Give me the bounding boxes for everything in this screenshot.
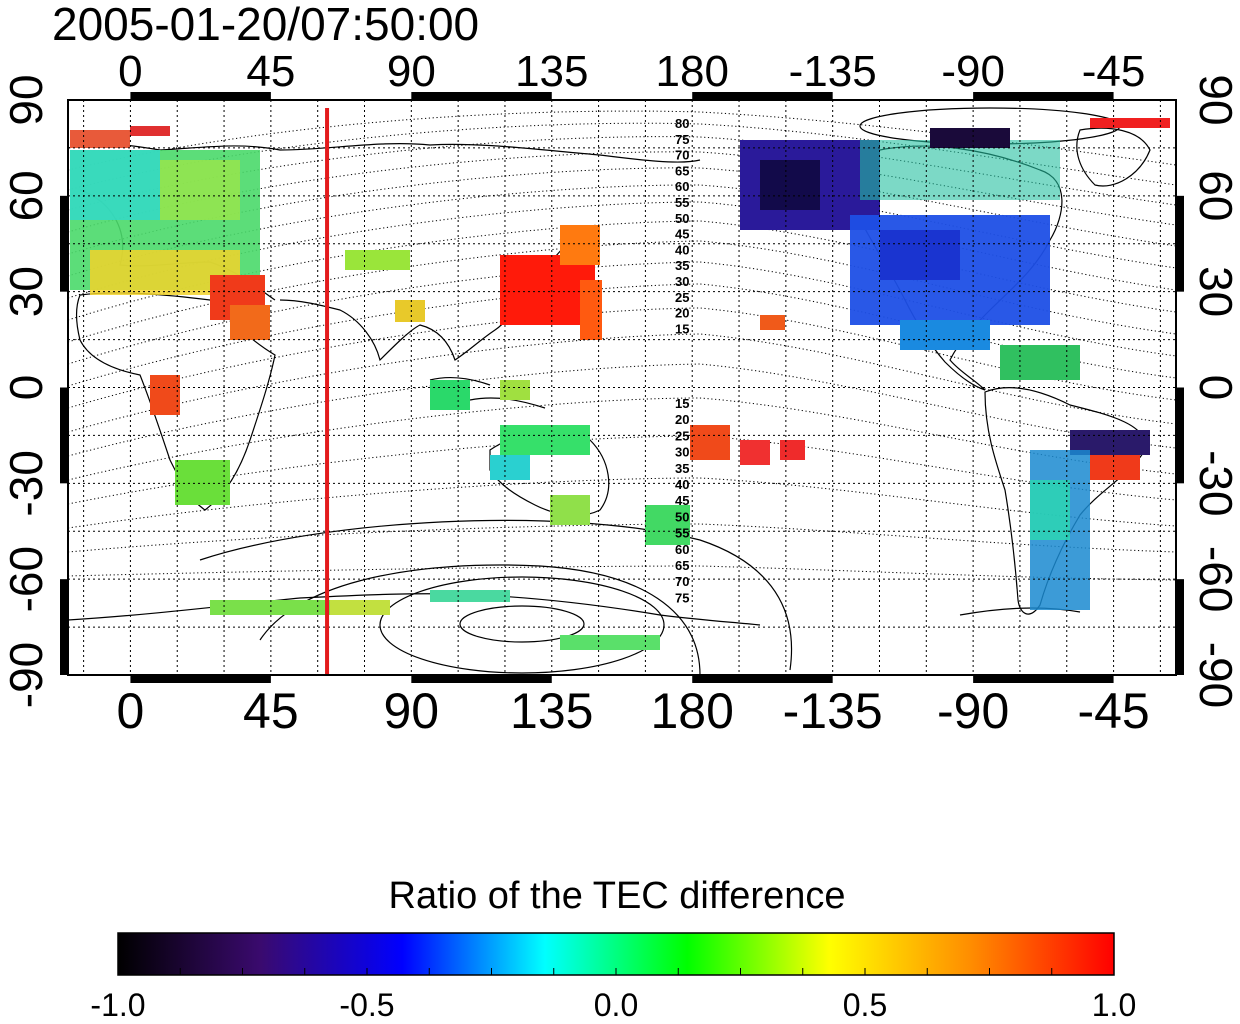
lat-tick-label-left: -90 xyxy=(0,642,52,708)
contour-label: 35 xyxy=(675,461,689,476)
axis-band-left xyxy=(60,195,68,292)
colorbar-tick-label: -0.5 xyxy=(339,987,394,1023)
axis-band-right xyxy=(1176,387,1184,484)
lon-tick-label-bottom: 0 xyxy=(117,683,145,739)
contour-label: 60 xyxy=(675,542,689,557)
contour-label: 40 xyxy=(675,242,689,257)
lon-tick-label-bottom: 180 xyxy=(651,683,734,739)
axis-band-top xyxy=(692,92,833,100)
lon-tick-label-bottom: -135 xyxy=(783,683,883,739)
contour-label: 30 xyxy=(675,274,689,289)
lat-tick-label-left: 60 xyxy=(0,170,52,221)
contour-label: 25 xyxy=(675,428,689,443)
contour-label: 25 xyxy=(675,290,689,305)
axis-band-left xyxy=(60,579,68,675)
lon-tick-label-bottom: 45 xyxy=(243,683,299,739)
contour-label: 50 xyxy=(675,509,689,524)
contour-label: 20 xyxy=(675,306,689,321)
colorbar-title: Ratio of the TEC difference xyxy=(389,875,846,917)
lon-tick-label-bottom: -45 xyxy=(1077,683,1149,739)
contour-label: 80 xyxy=(675,116,689,131)
colorbar-tick-label: 0.0 xyxy=(594,987,638,1023)
colorbar-tick-label: -1.0 xyxy=(90,987,145,1023)
colorbar-tick-label: 0.5 xyxy=(843,987,887,1023)
lat-tick-label-left: -30 xyxy=(0,450,52,516)
contour-labels: 8075706560555045403530252015152025303540… xyxy=(675,116,689,605)
lat-tick-label-right: 0 xyxy=(1190,375,1240,401)
contour-label: 20 xyxy=(675,412,689,427)
axis-bands xyxy=(60,92,1184,683)
colorbar: Ratio of the TEC difference -1.0 -0.5 0.0 0… xyxy=(90,875,1136,1023)
lon-tick-label-top: -135 xyxy=(789,47,877,96)
contour-label: 55 xyxy=(675,526,689,541)
axis-band-bottom xyxy=(411,675,552,683)
axis-band-right xyxy=(1176,195,1184,292)
axis-tick-labels: 0045459090135135180180-135-135-90-90-45-… xyxy=(0,47,1240,739)
colorbar-tick-label: 1.0 xyxy=(1092,987,1136,1023)
lon-tick-label-top: 90 xyxy=(387,47,436,96)
map-plot-area: 8075706560555045403530252015152025303540… xyxy=(0,47,1240,739)
axis-band-top xyxy=(973,92,1114,100)
contour-label: 45 xyxy=(675,493,689,508)
axis-band-bottom xyxy=(692,675,833,683)
contour-label: 75 xyxy=(675,132,689,147)
lat-tick-label-left: 90 xyxy=(0,74,52,125)
contour-label: 65 xyxy=(675,558,689,573)
contour-label: 70 xyxy=(675,574,689,589)
lon-tick-label-top: 45 xyxy=(246,47,295,96)
axis-band-top xyxy=(411,92,552,100)
lon-tick-label-top: -90 xyxy=(941,47,1005,96)
lon-tick-label-top: 180 xyxy=(656,47,729,96)
lon-tick-label-bottom: 135 xyxy=(510,683,593,739)
contour-label: 40 xyxy=(675,477,689,492)
lat-tick-label-left: -60 xyxy=(0,546,52,612)
contour-label: 15 xyxy=(675,321,689,336)
colorbar-ticks: -1.0 -0.5 0.0 0.5 1.0 xyxy=(90,968,1136,1023)
lat-tick-label-left: 30 xyxy=(0,266,52,317)
contour-label: 65 xyxy=(675,163,689,178)
contour-label: 15 xyxy=(675,396,689,411)
axis-band-bottom xyxy=(130,675,271,683)
lat-tick-label-right: -30 xyxy=(1190,450,1240,516)
axis-band-right xyxy=(1176,579,1184,675)
lon-tick-label-bottom: -90 xyxy=(937,683,1009,739)
lon-tick-label-top: -45 xyxy=(1082,47,1146,96)
contour-label: 75 xyxy=(675,590,689,605)
lat-tick-label-right: 60 xyxy=(1190,170,1240,221)
lon-tick-label-top: 135 xyxy=(515,47,588,96)
axis-band-left xyxy=(60,387,68,484)
lat-tick-label-right: 90 xyxy=(1190,74,1240,125)
contour-label: 60 xyxy=(675,179,689,194)
map-grid xyxy=(68,100,1176,675)
lon-tick-label-top: 0 xyxy=(118,47,142,96)
contour-label: 50 xyxy=(675,211,689,226)
lon-tick-label-bottom: 90 xyxy=(384,683,440,739)
tec-ratio-data xyxy=(70,118,1170,650)
lat-tick-label-left: 0 xyxy=(0,375,52,401)
contour-label: 30 xyxy=(675,445,689,460)
lat-tick-label-right: -90 xyxy=(1190,642,1240,708)
lat-tick-label-right: 30 xyxy=(1190,266,1240,317)
contour-label: 35 xyxy=(675,258,689,273)
greenland-outline xyxy=(1076,127,1151,187)
map-title: 2005-01-20/07:50:00 xyxy=(52,0,479,50)
lat-tick-label-right: -60 xyxy=(1190,546,1240,612)
contour-label: 45 xyxy=(675,227,689,242)
axis-band-top xyxy=(130,92,271,100)
contour-label: 70 xyxy=(675,148,689,163)
axis-band-bottom xyxy=(973,675,1114,683)
contour-label: 55 xyxy=(675,195,689,210)
